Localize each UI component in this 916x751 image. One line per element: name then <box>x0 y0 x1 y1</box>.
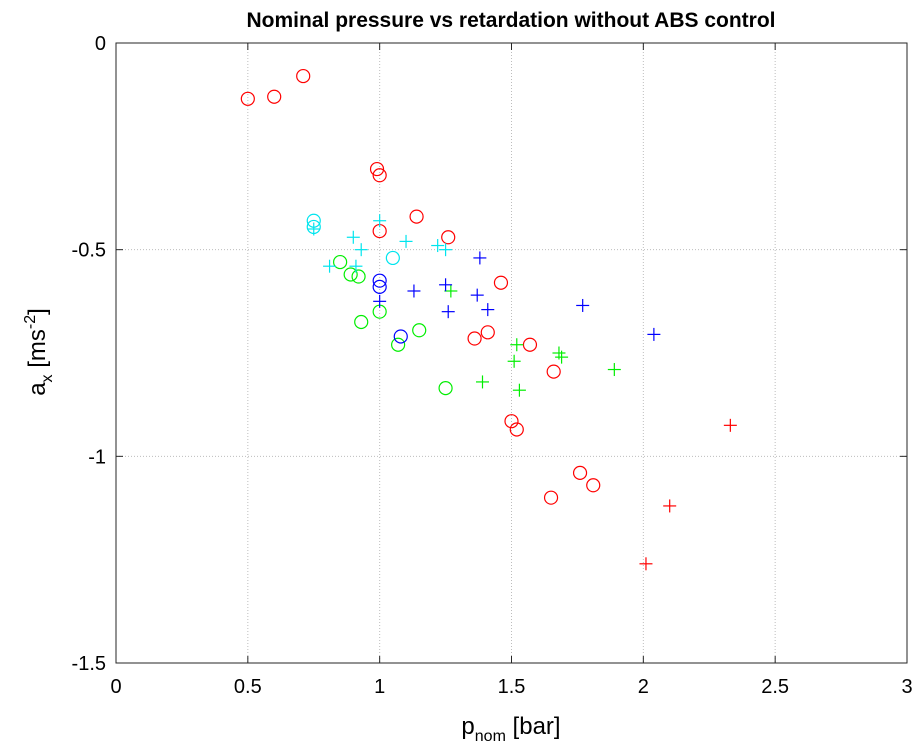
data-point-plus <box>555 350 569 364</box>
y-axis-label-close: ] <box>24 308 51 315</box>
data-point-plus <box>373 294 387 308</box>
grid-lines <box>116 43 907 663</box>
data-point-plus <box>439 243 453 257</box>
data-point-circle <box>393 329 408 344</box>
data-point-plus <box>512 383 526 397</box>
data-point-plus <box>723 418 737 432</box>
data-point-plus <box>647 327 661 341</box>
y-tick-label: -0.5 <box>72 240 106 262</box>
data-point-circle <box>493 275 509 290</box>
x-axis-label-sub: nom <box>475 728 506 745</box>
data-point-circle <box>343 267 358 282</box>
x-tick-label: 0.5 <box>234 676 262 698</box>
data-point-circle <box>333 254 348 270</box>
data-point-circle <box>438 381 453 396</box>
data-point-plus <box>349 259 363 273</box>
data-point-plus <box>346 230 360 244</box>
data-point-circle <box>372 168 387 183</box>
x-tick-label: 2.5 <box>761 676 789 698</box>
data-point-plus <box>444 284 458 298</box>
data-point-plus <box>470 288 484 302</box>
data-markers <box>240 68 737 571</box>
x-tick-label: 0 <box>110 676 121 698</box>
y-axis-label-sup: -2 <box>22 315 39 329</box>
data-point-plus <box>663 499 677 513</box>
y-axis-label-main: a <box>24 382 51 396</box>
data-point-circle <box>296 68 311 84</box>
y-tick-label: 0 <box>95 33 106 55</box>
data-point-circle <box>546 364 561 379</box>
data-point-circle <box>391 337 406 352</box>
data-point-plus <box>475 375 489 389</box>
data-point-circle <box>572 465 588 480</box>
data-point-plus <box>307 222 321 236</box>
data-point-circle <box>543 490 559 505</box>
data-point-circle <box>480 325 495 340</box>
data-point-circle <box>509 422 524 437</box>
y-tick-label: -1.5 <box>72 653 106 675</box>
x-axis-label: pnom [bar] <box>461 713 560 745</box>
data-point-circle <box>385 250 400 266</box>
data-point-circle <box>372 273 387 288</box>
x-tick-label: 2 <box>638 676 649 698</box>
data-point-circle <box>354 314 369 330</box>
data-point-plus <box>607 363 621 377</box>
data-point-plus <box>481 303 495 317</box>
data-point-plus <box>441 305 455 319</box>
data-point-circle <box>267 89 282 104</box>
axis-ticks: 0 0.5 1 1.5 2 2.5 3 -1.5 -1 -0.5 0 <box>72 33 913 698</box>
data-point-plus <box>354 243 368 257</box>
x-tick-label: 1 <box>374 676 385 698</box>
data-point-plus <box>507 354 521 368</box>
data-point-plus <box>510 338 524 352</box>
data-point-circle <box>351 269 366 284</box>
y-axis-label: ax [ms-2] <box>22 308 56 396</box>
data-point-circle <box>586 478 601 493</box>
data-point-circle <box>441 230 456 245</box>
data-point-plus <box>439 278 453 292</box>
x-tick-label: 3 <box>901 676 912 698</box>
data-point-circle <box>240 91 255 106</box>
data-point-circle <box>467 331 482 346</box>
data-point-circle <box>369 161 385 177</box>
y-axis-label-unit: [ms <box>24 329 51 374</box>
data-point-circle <box>412 323 427 338</box>
data-point-circle <box>372 279 387 294</box>
chart-title: Nominal pressure vs retardation without … <box>247 9 776 32</box>
data-point-plus <box>399 234 413 248</box>
y-tick-label: -1 <box>88 446 106 468</box>
data-point-circle <box>409 209 424 224</box>
x-axis-label-unit: [bar] <box>506 713 561 740</box>
data-point-plus <box>407 284 421 298</box>
data-point-plus <box>473 251 487 265</box>
data-point-plus <box>323 259 337 273</box>
data-point-plus <box>576 298 590 312</box>
x-tick-label: 1.5 <box>498 676 526 698</box>
data-point-plus <box>373 214 387 228</box>
x-axis-label-main: p <box>461 713 474 740</box>
data-point-plus <box>639 557 653 571</box>
data-point-plus <box>431 239 445 253</box>
y-axis-label-sub: x <box>39 374 56 382</box>
data-point-circle <box>504 414 519 429</box>
data-point-circle <box>522 337 538 352</box>
